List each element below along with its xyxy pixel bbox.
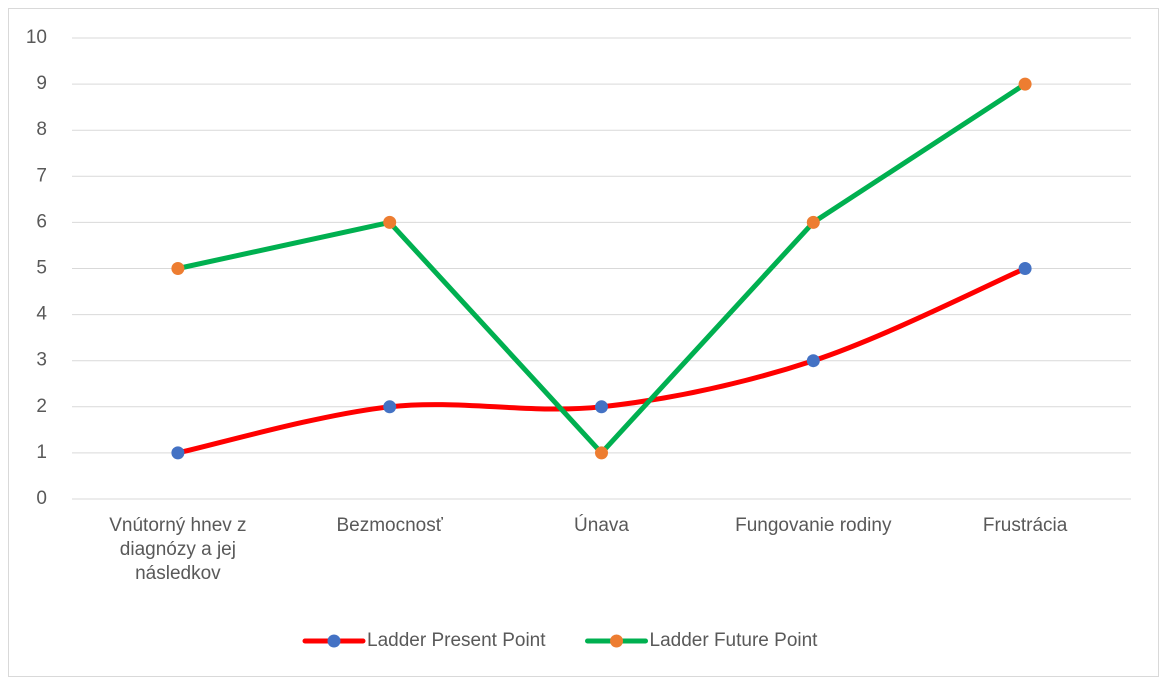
y-tick-label: 6 — [36, 211, 47, 232]
y-tick-label: 3 — [36, 350, 47, 371]
data-point — [383, 215, 397, 229]
y-tick-label: 7 — [36, 165, 47, 186]
y-tick-label: 0 — [36, 488, 47, 509]
y-tick-label: 10 — [26, 27, 47, 48]
x-tick-label-box: Bezmocnosť — [336, 515, 443, 536]
data-point — [1018, 262, 1032, 275]
data-point — [595, 446, 608, 460]
x-tick-label: Fungovanie rodiny — [735, 515, 892, 536]
data-point — [171, 446, 185, 460]
legend-label: Ladder Future Point — [650, 630, 819, 651]
data-point — [1018, 77, 1032, 91]
x-tick-label-box: Frustrácia — [982, 515, 1068, 536]
legend-marker — [610, 634, 624, 648]
y-tick-label: 5 — [36, 258, 47, 279]
data-point — [595, 400, 608, 414]
y-tick-label: 9 — [36, 73, 47, 94]
data-point — [806, 354, 820, 368]
data-point — [806, 215, 820, 229]
x-tick-label: Únava — [574, 515, 629, 536]
y-tick-label: 8 — [36, 119, 47, 140]
y-tick-label: 1 — [36, 442, 47, 463]
x-tick-label-box: Únava — [574, 515, 629, 536]
y-tick-label: 4 — [36, 304, 47, 325]
y-tick-label: 2 — [36, 396, 47, 417]
legend-marker — [327, 634, 341, 648]
x-tick-label: Bezmocnosť — [336, 515, 443, 536]
x-tick-label-box: Fungovanie rodiny — [735, 515, 892, 536]
data-point — [383, 400, 397, 414]
x-tick-label: Frustrácia — [982, 515, 1068, 536]
legend-label: Ladder Present Point — [367, 630, 546, 651]
x-tick-label-box: Vnútorný hnev z diagnózy a jej následkov — [109, 515, 247, 584]
x-tick-label: Vnútorný hnev z diagnózy a jej následkov — [109, 515, 247, 584]
data-point — [171, 262, 185, 275]
